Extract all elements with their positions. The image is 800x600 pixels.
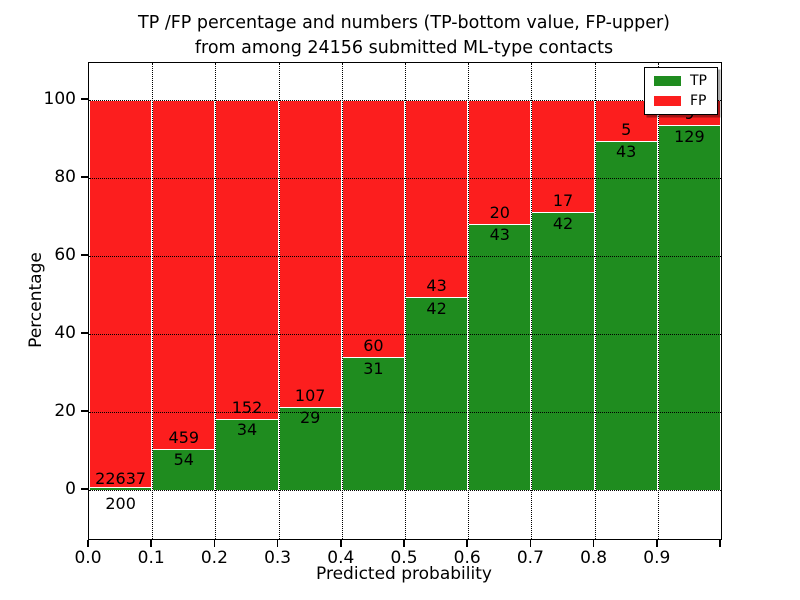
y-tick-100 [81,98,88,100]
gridline-x-0.9 [657,63,659,539]
tp-count-0.9: 129 [674,126,705,146]
x-tick-0.1 [150,540,152,547]
gridline-x-0.8 [594,63,596,539]
x-tick-0.2 [213,540,216,547]
bar-segment-tp-0.1 [152,448,216,490]
bar-segment-tp-0.8 [594,140,658,490]
x-tick-label-0.1: 0.1 [137,548,165,568]
plot-area: TP FP 22637 200 459 54 152 34 107 29 60 31 43 42 20 4… [88,62,722,540]
bar-segment-tp-0.5 [405,297,469,490]
x-tick-label-0.4: 0.4 [327,548,355,568]
gridline-y-100 [89,100,721,101]
tp-count-0.3: 29 [300,408,321,428]
bar-segment-fp-0.4 [341,100,405,358]
x-tick-label-0.7: 0.7 [516,548,544,568]
fp-count-0.5: 43 [426,276,447,296]
bar-segment-tp-0.4 [341,357,405,490]
legend-label-fp: FP [690,93,707,109]
fp-count-0.8: 5 [621,119,632,139]
bar-segment-tp-0.2 [215,418,279,490]
x-tick-label-0.3: 0.3 [264,548,292,568]
tp-count-0.6: 43 [489,225,510,245]
gridline-y-20 [89,412,721,413]
tp-count-0.2: 34 [236,420,258,440]
gridline-y-60 [89,256,721,257]
bar-segment-tp-0.6 [468,223,532,490]
chart-title-line1: TP /FP percentage and numbers (TP-bottom… [138,13,670,33]
legend-item-fp: FP [654,94,707,108]
fp-color-swatch [654,96,681,106]
tp-count-0.0: 200 [105,494,136,513]
legend-label-tp: TP [690,73,707,89]
fp-count-0.4: 60 [363,336,384,356]
bar-segment-fp-0.2 [215,100,279,419]
x-tick-0.6 [466,540,468,547]
tp-count-0.7: 42 [552,213,574,233]
fp-count-0.3: 107 [294,385,326,405]
gridline-x-0.4 [341,63,343,539]
x-axis-label: Predicted probability [316,564,492,584]
bar-segment-fp-0.6 [468,100,532,224]
fp-count-0.6: 20 [489,202,510,222]
bar-segment-tp-0.7 [531,212,595,490]
gridline-x-0.5 [405,63,406,539]
chart-title: TP /FP percentage and numbers (TP-bottom… [88,11,720,61]
x-tick-0.7 [529,540,532,547]
legend-item-tp: TP [654,74,707,88]
x-tick-0.8 [592,540,595,547]
tp-color-swatch [654,76,681,86]
y-tick-40 [81,332,88,334]
x-tick-label-0.9: 0.9 [643,548,671,568]
tp-count-0.1: 54 [173,450,194,470]
x-tick-0.5 [403,540,405,547]
y-tick-label-40: 40 [54,323,76,343]
fp-count-0.2: 152 [231,397,263,417]
gridline-y-80 [89,178,721,179]
x-tick-0.3 [276,540,279,547]
x-tick-0.9 [656,540,658,547]
bar-segment-tp-0.9 [657,125,721,490]
bar-segment-fp-0.5 [405,100,469,298]
gridline-x-0.1 [152,63,154,539]
gridline-x-0.3 [278,63,280,539]
x-tick-label-0.2: 0.2 [200,548,228,568]
x-tick-label-0.5: 0.5 [390,548,418,568]
legend: TP FP [644,67,718,115]
gridline-y-0 [89,490,721,491]
tp-count-0.4: 31 [363,358,384,378]
fp-count-0.0: 22637 [95,469,147,488]
x-tick-0.4 [340,540,342,547]
y-tick-label-80: 80 [54,167,76,187]
gridline-x-0.2 [215,63,217,539]
tp-count-0.5: 42 [426,298,447,318]
x-tick-label-0.6: 0.6 [453,548,481,568]
x-tick-0.0 [87,540,89,547]
gridline-x-0.7 [531,63,533,539]
y-tick-label-0: 0 [65,479,76,499]
x-tick-label-0.0: 0.0 [74,548,102,568]
y-tick-label-20: 20 [54,401,76,421]
fp-count-0.7: 17 [552,191,574,211]
y-tick-label-60: 60 [54,245,76,265]
x-tick-label-0.8: 0.8 [580,548,608,568]
x-tick-right-edge [719,540,721,547]
bar-segment-fp-0.3 [278,100,342,407]
bar-segment-fp-0.0 [89,100,153,487]
y-tick-80 [81,176,88,178]
y-tick-20 [81,410,88,412]
bar-segment-fp-0.1 [152,100,216,449]
y-tick-label-100: 100 [43,89,76,109]
chart-title-line2: from among 24156 submitted ML-type conta… [194,37,614,58]
bar-segment-tp-0.0 [89,486,153,490]
gridline-x-0.6 [468,63,470,539]
gridline-y-40 [89,334,721,335]
tp-count-0.8: 43 [616,142,637,162]
y-tick-60 [81,254,88,256]
fp-count-0.1: 459 [168,427,200,447]
y-tick-0 [81,488,88,490]
